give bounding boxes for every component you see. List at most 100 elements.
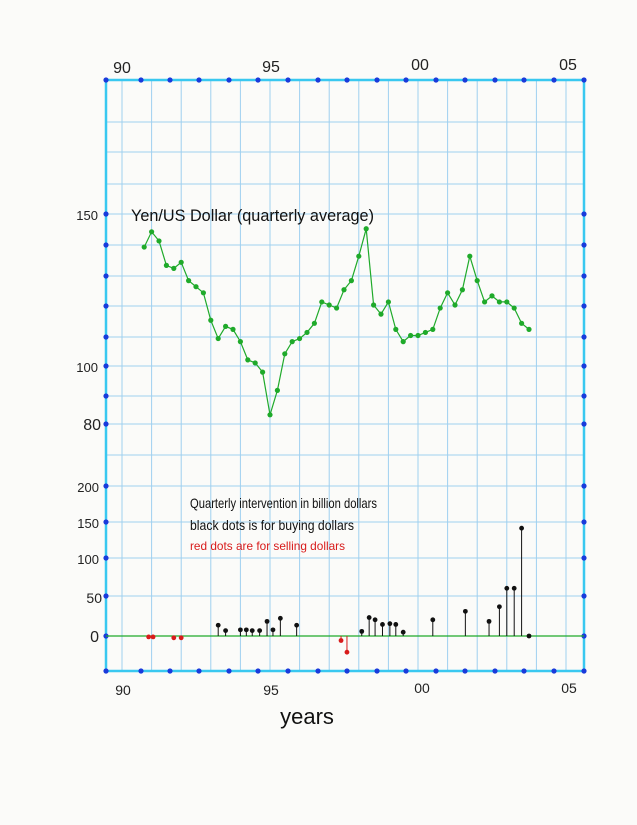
- frame-dot-bottom: [374, 668, 380, 674]
- yen-data-point: [422, 329, 428, 336]
- yen-data-point: [467, 253, 473, 259]
- yen-data-point: [437, 305, 443, 311]
- frame-dot-right: [581, 393, 587, 399]
- selling-point: [146, 634, 152, 640]
- yen-data-point: [326, 302, 332, 308]
- frame-dot-top: [255, 77, 261, 83]
- yen-data-point: [274, 387, 280, 393]
- frame-dot-right: [581, 211, 587, 217]
- bottom-x-tick-95: 95: [263, 682, 279, 698]
- yen-data-point: [171, 265, 177, 271]
- frame-dot-right: [581, 363, 587, 369]
- frame-dot-top: [374, 77, 380, 83]
- frame-dot-top: [551, 77, 557, 83]
- frame-dot-top: [344, 77, 350, 83]
- frame-dot-right: [581, 421, 587, 427]
- yen-data-point: [474, 278, 480, 284]
- frame-dot-bottom: [403, 668, 409, 674]
- yen-data-point: [482, 299, 488, 305]
- yen-data-point: [200, 290, 206, 296]
- frame-dots: [103, 77, 587, 674]
- yen-data-point: [215, 335, 221, 342]
- frame-dot-bottom: [196, 668, 202, 674]
- bottom-x-tick-05: 05: [561, 680, 577, 696]
- frame-dot-top: [521, 77, 527, 83]
- frame-dot-bottom: [433, 668, 439, 674]
- buying-point: [511, 585, 517, 591]
- yen-data-point: [408, 332, 414, 339]
- frame-dot-left: [103, 555, 109, 561]
- frame-dot-left: [103, 593, 109, 599]
- frame-dot-top: [285, 77, 291, 83]
- yen-data-point: [149, 229, 155, 235]
- yen-data-point: [186, 278, 192, 284]
- y-tick-0: 0: [90, 629, 99, 646]
- frame-dot-right: [581, 242, 587, 248]
- buying-point: [257, 628, 263, 634]
- frame-dot-right: [581, 334, 587, 340]
- plot-border: [104, 78, 586, 673]
- yen-data-point: [260, 369, 266, 375]
- frame-dot-bottom: [285, 668, 291, 674]
- selling-point: [171, 635, 177, 641]
- frame-dot-bottom: [581, 668, 587, 674]
- selling-point: [178, 635, 184, 641]
- buying-point: [243, 627, 249, 633]
- yen-data-point: [282, 351, 288, 357]
- buying-point: [400, 629, 406, 635]
- buying-point: [294, 622, 300, 628]
- yen-data-point: [289, 339, 295, 345]
- yen-data-point: [452, 302, 458, 308]
- yen-data-point: [400, 339, 406, 345]
- frame-dot-right: [581, 555, 587, 561]
- yen-data-point: [348, 278, 354, 284]
- buying-point: [277, 615, 283, 621]
- buying-point: [238, 627, 243, 633]
- buying-point: [249, 628, 255, 634]
- yen-data-point: [304, 329, 310, 336]
- yen-data-point: [363, 226, 369, 232]
- buying-point: [372, 617, 378, 623]
- frame-dot-left: [103, 393, 109, 399]
- legend-selling-note: red dots are for selling dollars: [190, 539, 345, 553]
- yen-data-point: [459, 287, 465, 293]
- buying-point: [387, 621, 393, 627]
- yen-data-point: [297, 335, 303, 342]
- yen-data-point: [393, 326, 399, 332]
- yen-data-point: [489, 293, 495, 299]
- frame-dot-top: [492, 77, 498, 83]
- grid: [106, 80, 584, 671]
- frame-dot-bottom: [226, 668, 232, 674]
- yen-data-point: [445, 290, 451, 296]
- frame-dot-left: [103, 363, 109, 369]
- top-x-tick-90: 90: [113, 60, 131, 77]
- frame-dot-right: [581, 303, 587, 309]
- frame-dot-top: [462, 77, 468, 83]
- yen-data-point: [356, 253, 362, 259]
- plot-frame: [104, 78, 586, 673]
- yen-data-point: [156, 238, 162, 244]
- y-tick-150: 150: [76, 208, 98, 223]
- buying-point: [366, 615, 372, 620]
- top-x-tick-05: 05: [559, 57, 577, 74]
- top-chart-title: Yen/US Dollar (quarterly average): [131, 206, 374, 225]
- top-x-tick-00: 00: [411, 57, 429, 74]
- frame-dot-top: [196, 77, 202, 83]
- frame-dot-bottom: [492, 668, 498, 674]
- frame-dot-right: [581, 273, 587, 279]
- yen-data-point: [319, 299, 325, 305]
- yen-data-point: [334, 305, 340, 311]
- yen-data-point: [163, 262, 169, 268]
- yen-data-point: [430, 326, 436, 332]
- bottom-chart-title: Quarterly intervention in billion dollar…: [190, 495, 377, 511]
- yen-data-point: [496, 299, 502, 305]
- frame-dot-bottom: [521, 668, 527, 674]
- frame-dot-left: [103, 273, 109, 279]
- y-tick-50: 50: [86, 590, 102, 606]
- legend-buying-note: black dots is for buying dollars: [190, 517, 354, 533]
- buying-point: [215, 622, 221, 628]
- selling-point: [344, 649, 350, 655]
- frame-dot-bottom: [344, 668, 350, 674]
